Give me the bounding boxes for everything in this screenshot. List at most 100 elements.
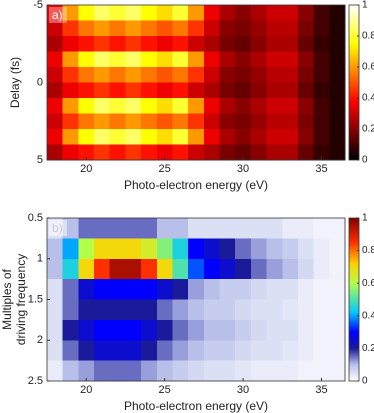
heatmap-cell [47,238,64,260]
heatmap-cell [109,36,126,52]
heatmap-cell [203,279,221,300]
heatmap-cell [156,218,173,239]
heatmap-cell [94,51,111,68]
heatmap-cell [203,129,221,145]
heatmap-cell [313,144,330,161]
heatmap-cell [141,129,158,145]
heatmap-cell [219,36,236,52]
heatmap-cell [94,299,111,321]
heatmap-cell [266,279,283,300]
heatmap-cell [266,113,283,130]
heatmap-cell [141,113,158,130]
heatmap-cell [109,279,126,300]
heatmap-cell [94,98,111,114]
panel-label: a) [52,8,63,22]
heatmap-cell [156,5,173,21]
heatmap-cell [141,5,158,21]
heatmap-cell [125,82,142,99]
heatmap-cell [250,144,268,161]
y-axis-label: driving frequency [14,254,28,345]
heatmap-cell [297,82,315,99]
heatmap-cell [47,340,64,362]
heatmap-cell [125,319,142,341]
heatmap-cell [62,51,79,68]
heatmap-cell [282,319,299,341]
heatmap-cell [141,98,158,114]
heatmap-cell [329,82,346,99]
heatmap-cell [62,36,79,52]
heatmap-cell [313,20,330,37]
heatmap-cell [297,36,315,52]
heatmap-cell [62,98,79,114]
heatmap-cell [78,299,95,321]
heatmap-cell [109,238,126,260]
heatmap-cell [250,238,268,260]
heatmap-cell [329,238,346,260]
heatmap-cell [329,258,346,280]
x-tick-label: 25 [159,384,171,396]
heatmap-cell [203,319,221,341]
heatmap-cell [188,340,205,362]
heatmap-cell [125,238,142,260]
heatmap-cell [250,129,268,145]
heatmap-cell [219,258,236,280]
heatmap-cell [329,279,346,300]
heatmap-cell [62,5,79,21]
y-tick-label: 2 [37,334,43,346]
heatmap-cell [188,113,205,130]
heatmap-cell [188,5,205,21]
heatmap-cell [250,82,268,99]
heatmap-cell [62,238,79,260]
heatmap-cell [235,144,252,161]
heatmap-cell [235,238,252,260]
heatmap-cell [313,319,330,341]
heatmap-cell [141,258,158,280]
heatmap-cell [203,258,221,280]
heatmap-cell [235,340,252,362]
x-tick-label: 35 [315,384,327,396]
heatmap-cell [125,20,142,37]
heatmap-cell [78,360,95,382]
heatmap-cell [94,5,111,21]
heatmap-cell [141,218,158,239]
heatmap-cell [109,82,126,99]
heatmap-cell [250,5,268,21]
heatmap-cell [156,36,173,52]
heatmap-cell [141,238,158,260]
heatmap-cell [313,67,330,83]
heatmap-cell [94,238,111,260]
heatmap-cell [203,20,221,37]
heatmap-cell [109,98,126,114]
heatmap-cell [172,144,189,161]
heatmap-cell [235,319,252,341]
heatmap-cell [156,340,173,362]
heatmap-cell [94,20,111,37]
heatmap-cell [125,5,142,21]
heatmap-cell [109,319,126,341]
heatmap-cell [141,67,158,83]
heatmap-cell [125,67,142,83]
heatmap-cell [125,144,142,161]
heatmap-cell [219,98,236,114]
colorbar-tick-label: 0.2 [362,124,374,135]
y-tick-label: 1 [37,253,43,265]
heatmap-cell [282,113,299,130]
heatmap-cell [78,258,95,280]
heatmap-cell [109,299,126,321]
heatmap-cell [219,238,236,260]
heatmap-cell [125,340,142,362]
heatmap-cell [109,360,126,382]
heatmap-cell [188,360,205,382]
heatmap-cell [172,51,189,68]
heatmap-cell [297,279,315,300]
heatmap-cell [203,51,221,68]
heatmap-cell [94,340,111,362]
heatmap-cell [156,144,173,161]
heatmap-cell [203,67,221,83]
colorbar-tick-label: 1 [362,213,368,224]
heatmap-cell [266,20,283,37]
y-tick-label: -5 [33,0,43,11]
heatmap-cell [156,82,173,99]
heatmap-cell [125,98,142,114]
